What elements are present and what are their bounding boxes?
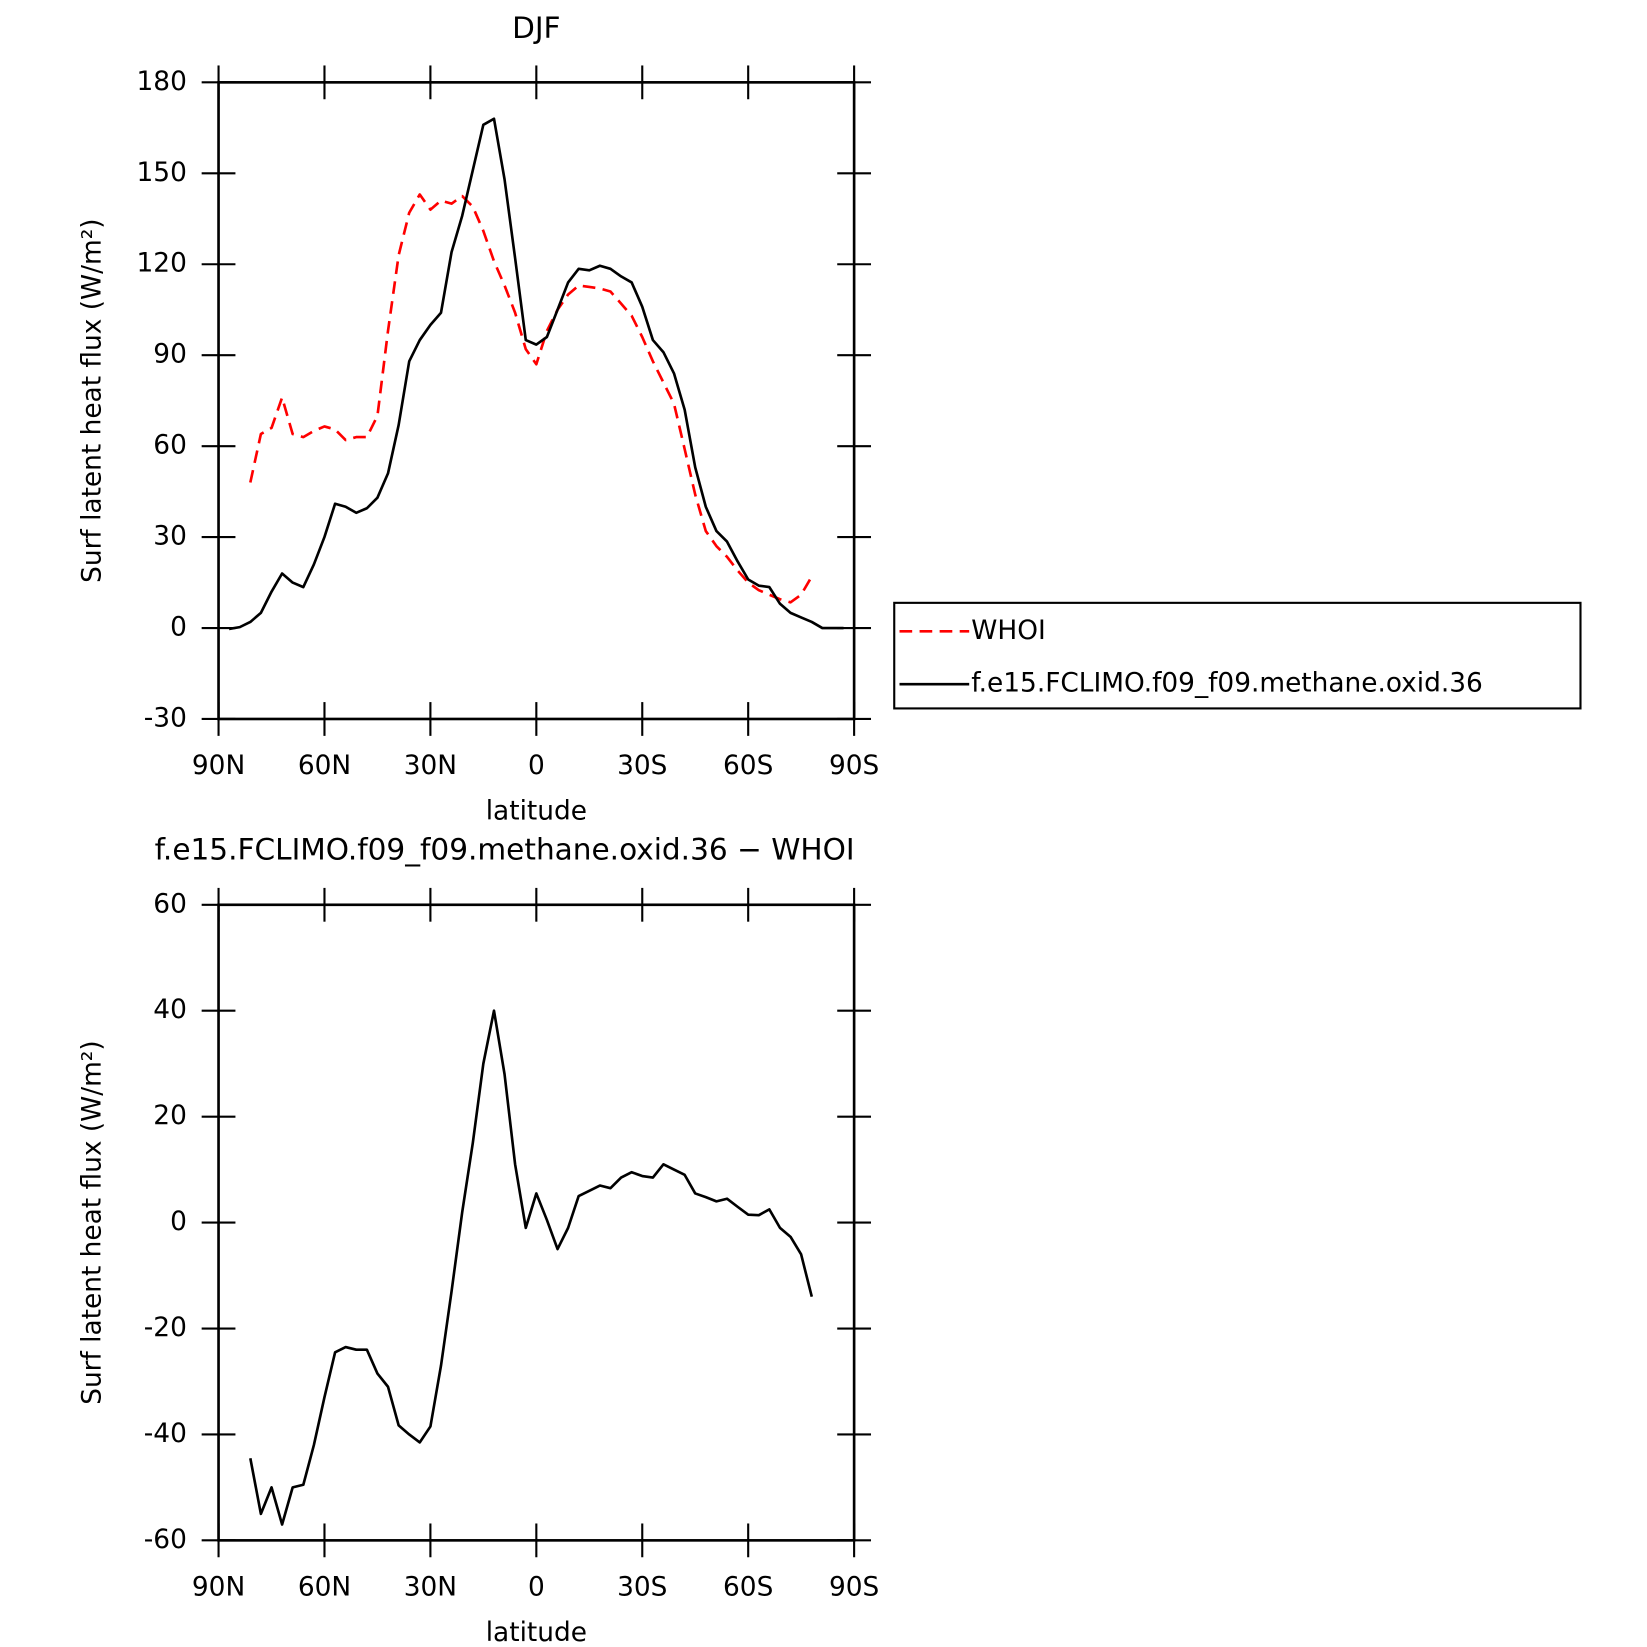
y-tick-label: -40: [144, 1419, 187, 1449]
x-tick-label: 90S: [829, 751, 879, 781]
y-tick-label: -20: [144, 1313, 187, 1343]
x-tick-label: 90N: [192, 1572, 245, 1602]
line-series: [228, 117, 844, 631]
y-tick-label: -60: [144, 1525, 187, 1555]
x-tick-label: 0: [528, 1572, 545, 1602]
chart-title: f.e15.FCLIMO.f09_f09.methane.oxid.36 − W…: [155, 832, 855, 866]
line-series: [249, 1009, 814, 1526]
legend-label: WHOI: [971, 616, 1045, 646]
y-tick-label: 90: [153, 340, 187, 370]
chart-title: DJF: [512, 11, 560, 45]
x-axis-label: latitude: [486, 796, 587, 826]
y-tick-label: 60: [153, 889, 187, 919]
x-tick-label: 30S: [617, 751, 667, 781]
y-axis-label: Surf latent heat flux (W/m²): [77, 218, 107, 582]
y-tick-label: 150: [137, 158, 187, 188]
x-tick-label: 60N: [298, 751, 351, 781]
y-tick-label: 120: [137, 249, 187, 279]
y-tick-label: -30: [144, 703, 187, 733]
x-tick-label: 60S: [723, 751, 773, 781]
y-tick-label: 20: [153, 1101, 187, 1131]
x-tick-label: 60S: [723, 1572, 773, 1602]
y-axis-label: Surf latent heat flux (W/m²): [77, 1040, 107, 1404]
y-tick-label: 30: [153, 522, 187, 552]
y-tick-label: 0: [170, 1207, 187, 1237]
legend-box: [893, 601, 1582, 710]
y-tick-label: 180: [137, 67, 187, 97]
line-series: [249, 193, 813, 604]
x-tick-label: 30N: [404, 751, 457, 781]
plot-frame: [217, 81, 856, 721]
x-tick-label: 30S: [617, 1572, 667, 1602]
y-tick-label: 0: [170, 613, 187, 643]
y-tick-label: 40: [153, 995, 187, 1025]
x-axis-label: latitude: [486, 1618, 587, 1647]
x-tick-label: 90N: [192, 751, 245, 781]
y-tick-label: 60: [153, 431, 187, 461]
x-tick-label: 60N: [298, 1572, 351, 1602]
x-tick-label: 0: [528, 751, 545, 781]
x-tick-label: 90S: [829, 1572, 879, 1602]
legend-label: f.e15.FCLIMO.f09_f09.methane.oxid.36: [971, 669, 1482, 699]
x-tick-label: 30N: [404, 1572, 457, 1602]
